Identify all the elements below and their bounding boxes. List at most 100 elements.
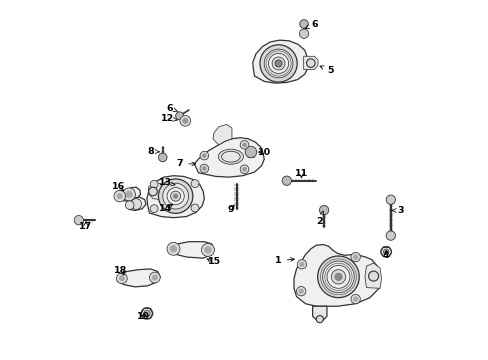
Text: 9: 9 <box>227 205 234 214</box>
Circle shape <box>183 118 187 123</box>
Ellipse shape <box>218 149 243 164</box>
Circle shape <box>330 270 345 284</box>
Circle shape <box>173 194 178 198</box>
Circle shape <box>170 246 176 252</box>
Circle shape <box>122 188 135 201</box>
Circle shape <box>297 260 306 269</box>
Circle shape <box>306 59 314 67</box>
Circle shape <box>350 252 360 262</box>
Text: 14: 14 <box>159 204 172 213</box>
Circle shape <box>175 112 183 120</box>
Circle shape <box>202 154 206 157</box>
Circle shape <box>200 164 208 173</box>
Circle shape <box>386 195 395 204</box>
Text: 4: 4 <box>382 250 388 260</box>
Circle shape <box>240 140 248 149</box>
Circle shape <box>316 316 323 323</box>
Text: 1: 1 <box>275 256 294 265</box>
Circle shape <box>317 256 359 298</box>
Text: 3: 3 <box>391 206 403 215</box>
Circle shape <box>200 151 208 160</box>
Polygon shape <box>128 197 145 211</box>
Circle shape <box>240 165 248 174</box>
Text: 6: 6 <box>305 19 317 28</box>
Circle shape <box>201 243 214 256</box>
Polygon shape <box>303 56 317 69</box>
Polygon shape <box>194 138 264 177</box>
Circle shape <box>299 29 308 39</box>
Circle shape <box>148 187 157 196</box>
Circle shape <box>334 273 341 280</box>
Circle shape <box>386 231 395 240</box>
Circle shape <box>350 294 360 304</box>
Circle shape <box>180 116 190 126</box>
Circle shape <box>202 167 206 170</box>
Circle shape <box>74 216 83 225</box>
Circle shape <box>282 176 291 185</box>
Circle shape <box>119 276 124 281</box>
Circle shape <box>368 271 378 281</box>
Text: 15: 15 <box>207 257 220 266</box>
Circle shape <box>242 167 246 171</box>
Circle shape <box>383 249 388 255</box>
Circle shape <box>150 180 158 188</box>
Polygon shape <box>312 306 326 320</box>
Circle shape <box>322 261 353 293</box>
Circle shape <box>353 297 357 301</box>
Polygon shape <box>147 176 204 218</box>
Text: 11: 11 <box>294 169 307 178</box>
Circle shape <box>244 146 256 158</box>
Circle shape <box>158 153 167 162</box>
Polygon shape <box>117 269 160 287</box>
Circle shape <box>326 265 349 288</box>
Circle shape <box>114 190 125 202</box>
Circle shape <box>260 45 297 82</box>
Polygon shape <box>212 125 231 145</box>
Circle shape <box>152 275 157 280</box>
Circle shape <box>299 262 304 266</box>
Text: 8: 8 <box>147 147 159 156</box>
Text: 5: 5 <box>320 66 333 75</box>
Text: 12: 12 <box>161 114 177 123</box>
Polygon shape <box>293 244 379 306</box>
Circle shape <box>158 179 192 213</box>
Circle shape <box>298 289 303 293</box>
Circle shape <box>131 199 142 210</box>
Text: 16: 16 <box>111 182 124 191</box>
Circle shape <box>204 247 211 253</box>
Circle shape <box>191 180 199 188</box>
Circle shape <box>170 191 180 201</box>
Polygon shape <box>167 242 214 258</box>
Text: 7: 7 <box>176 159 195 168</box>
Circle shape <box>143 310 150 317</box>
Circle shape <box>299 20 308 28</box>
Circle shape <box>167 188 184 205</box>
Circle shape <box>264 49 292 78</box>
Text: 13: 13 <box>159 178 175 187</box>
Ellipse shape <box>221 151 240 162</box>
Circle shape <box>319 206 328 215</box>
Polygon shape <box>252 40 308 83</box>
Circle shape <box>271 57 285 70</box>
Circle shape <box>191 204 199 212</box>
Text: 17: 17 <box>79 222 92 231</box>
Circle shape <box>163 183 188 209</box>
Circle shape <box>167 242 180 255</box>
Polygon shape <box>118 187 140 201</box>
Polygon shape <box>148 184 161 200</box>
Circle shape <box>116 273 127 284</box>
Text: 10: 10 <box>258 148 270 157</box>
Circle shape <box>125 201 134 210</box>
Circle shape <box>353 255 357 259</box>
Polygon shape <box>364 263 381 288</box>
Circle shape <box>117 194 122 199</box>
Circle shape <box>274 60 282 67</box>
Text: 2: 2 <box>316 211 323 226</box>
Circle shape <box>149 272 160 283</box>
Circle shape <box>268 53 288 73</box>
Text: 6: 6 <box>165 104 178 113</box>
Circle shape <box>296 287 305 296</box>
Text: 19: 19 <box>137 312 150 321</box>
Circle shape <box>242 143 246 147</box>
Circle shape <box>150 205 158 213</box>
